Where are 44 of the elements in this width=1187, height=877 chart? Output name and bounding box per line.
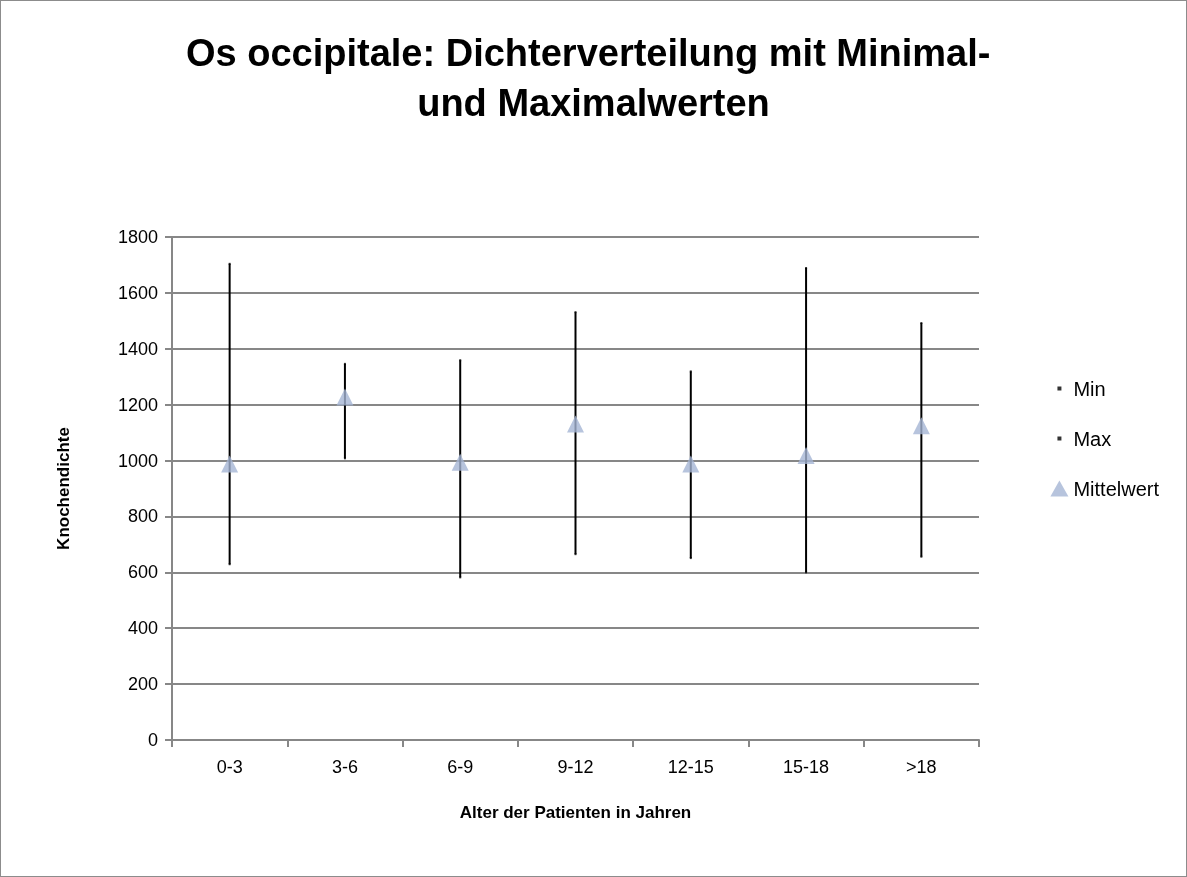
point [451, 453, 469, 471]
point [797, 447, 815, 465]
point [459, 359, 462, 362]
point [689, 370, 692, 373]
point [805, 267, 808, 270]
point [689, 557, 692, 560]
legend-label: Max [1073, 427, 1112, 450]
chart-title: Os occipitale: Dichterverteilung mit Minimal- und Maximalwerten [185, 32, 1002, 124]
point [574, 311, 577, 314]
x-tick-label: 6-9 [447, 757, 474, 777]
x-tick-label: 0-3 [216, 757, 243, 777]
x-axis-title: Alter der Patienten in Jahren [459, 803, 692, 822]
x-tick-label: 15-18 [783, 757, 830, 777]
point [459, 576, 462, 579]
point [920, 555, 923, 558]
point [805, 571, 808, 574]
y-tick-label: 1200 [117, 394, 158, 415]
point [343, 362, 346, 365]
point [221, 455, 239, 473]
point [228, 262, 231, 265]
point [567, 415, 584, 433]
y-tick-label: 1800 [117, 227, 158, 247]
point [228, 563, 231, 566]
point [574, 553, 577, 556]
y-tick-label: 600 [127, 562, 158, 583]
point [336, 388, 354, 406]
y-tick-label: 800 [127, 506, 158, 527]
y-axis-title: Knochendichte [54, 427, 73, 550]
legend-label: Mittelwert [1073, 477, 1160, 500]
legend-label: Min [1073, 377, 1106, 400]
y-tick-label: 1400 [117, 338, 158, 359]
point [343, 457, 346, 460]
y-tick-label: 400 [127, 618, 158, 639]
y-tick-label: 1000 [117, 450, 158, 471]
y-tick-label: 1600 [117, 282, 158, 303]
y-tick-label: 0 [147, 730, 158, 750]
point [912, 417, 930, 435]
y-tick-label: 200 [127, 674, 158, 695]
point [920, 322, 923, 325]
x-tick-label: 9-12 [557, 757, 594, 777]
point [682, 455, 700, 473]
x-tick-label: >18 [906, 757, 937, 777]
x-tick-label: 3-6 [331, 757, 358, 777]
x-tick-label: 12-15 [667, 757, 714, 777]
